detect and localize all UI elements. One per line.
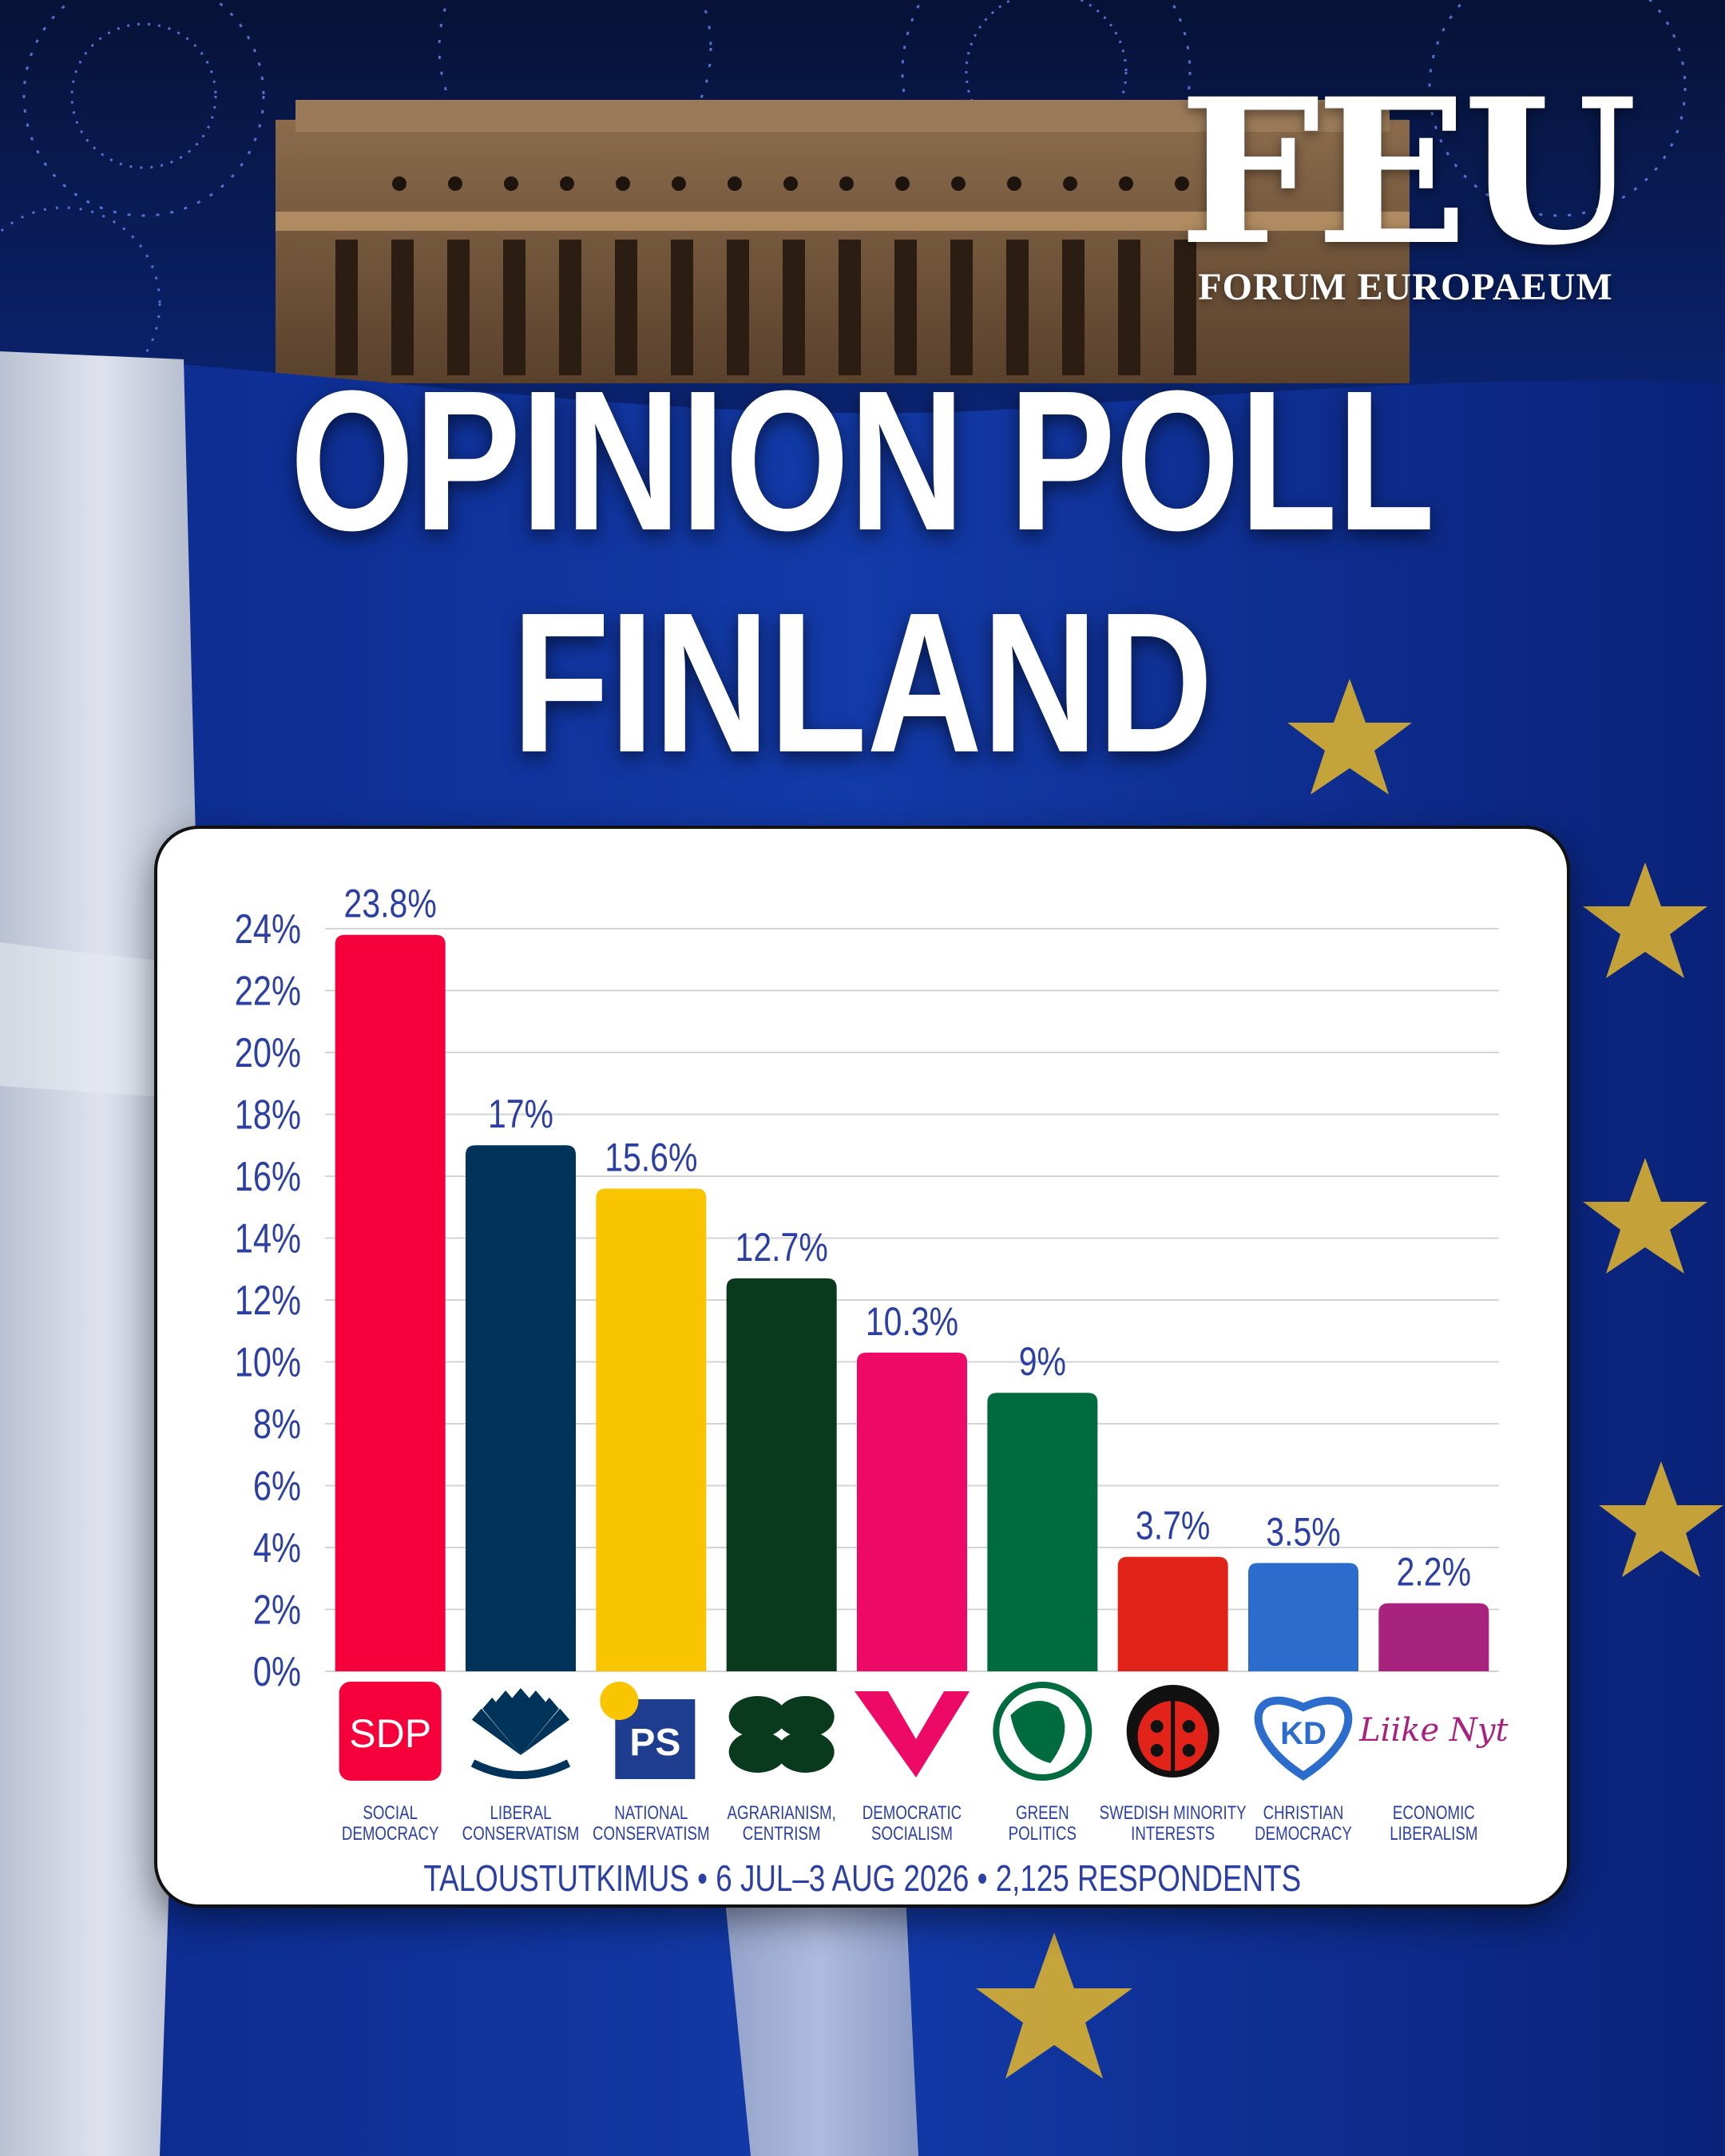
bar: [466, 1145, 576, 1671]
bar: [596, 1188, 707, 1671]
bar-chart: 0% 2% 4% 6% 8% 10% 12% 14% 16% 18% 20% 22% 24% 23.8% S…: [235, 882, 1509, 1845]
green-globe-logo-icon: [993, 1682, 1092, 1781]
parliament-building-icon: [276, 100, 1410, 383]
kokoomus-petal: [511, 1688, 530, 1755]
clover-logo-icon: [728, 1696, 835, 1773]
category-label: DEMOCRATIC: [862, 1802, 962, 1824]
category-label: GREEN: [1016, 1802, 1069, 1824]
clover-leaf: [728, 1696, 787, 1738]
category-label: LIBERAL: [490, 1802, 552, 1824]
bar-value-label: 3.5%: [1266, 1510, 1340, 1555]
vasemmisto-logo-icon: [855, 1691, 970, 1778]
kokoomus-logo-icon: [470, 1688, 571, 1779]
y-tick-label: 0%: [253, 1648, 301, 1695]
poll-source-text: TALOUSTUTKIMUS • 6 JUL–3 AUG 2026 • 2,12…: [423, 1857, 1301, 1899]
kd-heart-logo-icon: KD: [1254, 1696, 1353, 1781]
y-tick-label: 8%: [253, 1401, 301, 1448]
kd-heart: [1254, 1696, 1353, 1781]
logo-name: FORUM EUROPAEUM: [1198, 266, 1613, 308]
kd-text: KD: [1280, 1716, 1326, 1751]
title-line-1: OPINION POLL: [290, 349, 1435, 572]
ladybug-dot: [1150, 1720, 1164, 1733]
ps-flower: [600, 1682, 639, 1720]
y-tick-label: 18%: [235, 1091, 301, 1138]
bar-value-label: 17%: [488, 1092, 553, 1136]
feu-logo: FEU FORUM EUROPAEUM: [1150, 54, 1661, 309]
bar: [1378, 1603, 1489, 1671]
logo-mark: FEU: [1178, 54, 1637, 289]
kokoomus-petal: [471, 1708, 521, 1755]
category-label: CONSERVATISM: [462, 1823, 580, 1845]
chart-card: 0% 2% 4% 6% 8% 10% 12% 14% 16% 18% 20% 22% 24% 23.8% S…: [154, 826, 1570, 1908]
category-label: ECONOMIC: [1393, 1802, 1475, 1824]
bar-value-label: 2.2%: [1397, 1550, 1471, 1595]
clover-leaf: [776, 1731, 835, 1773]
ladybug-dot: [1150, 1744, 1164, 1757]
category-label: DEMOCRACY: [1255, 1823, 1352, 1845]
category-label: POLITICS: [1009, 1823, 1077, 1845]
clover-leaf: [728, 1731, 787, 1773]
category-label: AGRARIANISM,: [728, 1802, 836, 1824]
bar-value-label: 12.7%: [736, 1225, 828, 1270]
bar: [1117, 1556, 1228, 1671]
ps-logo-text: PS: [629, 1722, 680, 1764]
y-tick-label: 16%: [235, 1153, 301, 1200]
y-tick-label: 14%: [235, 1215, 301, 1262]
category-label: SWEDISH MINORITY: [1100, 1802, 1247, 1824]
globe-land: [1010, 1701, 1065, 1763]
bar: [1248, 1563, 1358, 1671]
sdp-logo-box: [339, 1682, 442, 1781]
liike-nyt-text: Liike Nyt: [1358, 1712, 1509, 1749]
vasemmisto-v: [855, 1691, 970, 1778]
category-label: NATIONAL: [614, 1802, 688, 1824]
ps-logo-icon: PS: [600, 1682, 696, 1779]
kokoomus-petal: [521, 1690, 545, 1755]
y-tick-label: 22%: [235, 967, 301, 1014]
bar-value-label: 9%: [1019, 1339, 1066, 1384]
category-label: CONSERVATISM: [593, 1823, 710, 1845]
category-label: DEMOCRACY: [342, 1823, 439, 1845]
ladybug-dot: [1182, 1720, 1196, 1733]
category-label: CENTRISM: [743, 1823, 821, 1845]
bar: [726, 1278, 837, 1671]
bar-value-label: 15.6%: [605, 1135, 697, 1180]
bar: [857, 1352, 967, 1671]
y-tick-label: 24%: [235, 906, 301, 953]
ladybug-dot: [1182, 1744, 1196, 1757]
kokoomus-base: [470, 1759, 571, 1779]
bar: [335, 934, 446, 1671]
bar-value-label: 3.7%: [1136, 1504, 1210, 1548]
y-tick-label: 4%: [253, 1524, 301, 1571]
kokoomus-petal: [521, 1697, 559, 1755]
sdp-logo-icon: SDP: [339, 1682, 442, 1781]
bar-value-label: 10.3%: [866, 1299, 958, 1344]
y-tick-label: 20%: [235, 1029, 301, 1076]
category-label: SOCIAL: [363, 1802, 418, 1824]
title-line-2: FINLAND: [512, 571, 1213, 794]
y-tick-label: 12%: [235, 1277, 301, 1324]
kokoomus-petal: [521, 1708, 570, 1755]
category-label: CHRISTIAN: [1263, 1802, 1344, 1824]
y-tick-label: 2%: [253, 1586, 301, 1633]
kokoomus-petal: [482, 1697, 521, 1755]
y-tick-label: 10%: [235, 1338, 301, 1385]
bar: [987, 1393, 1098, 1671]
ladybug-logo-icon: [1126, 1685, 1219, 1778]
poll-source-footer: TALOUSTUTKIMUS • 6 JUL–3 AUG 2026 • 2,12…: [157, 1857, 1567, 1899]
category-label: LIBERALISM: [1390, 1823, 1477, 1845]
y-tick-label: 6%: [253, 1462, 301, 1509]
category-label: INTERESTS: [1131, 1823, 1215, 1845]
category-label: SOCIALISM: [871, 1823, 953, 1845]
clover-leaf: [776, 1696, 835, 1738]
liike-nyt-logo-icon: Liike Nyt: [1358, 1712, 1509, 1749]
bar-value-label: 23.8%: [344, 882, 437, 926]
sdp-logo-text: SDP: [349, 1711, 431, 1756]
